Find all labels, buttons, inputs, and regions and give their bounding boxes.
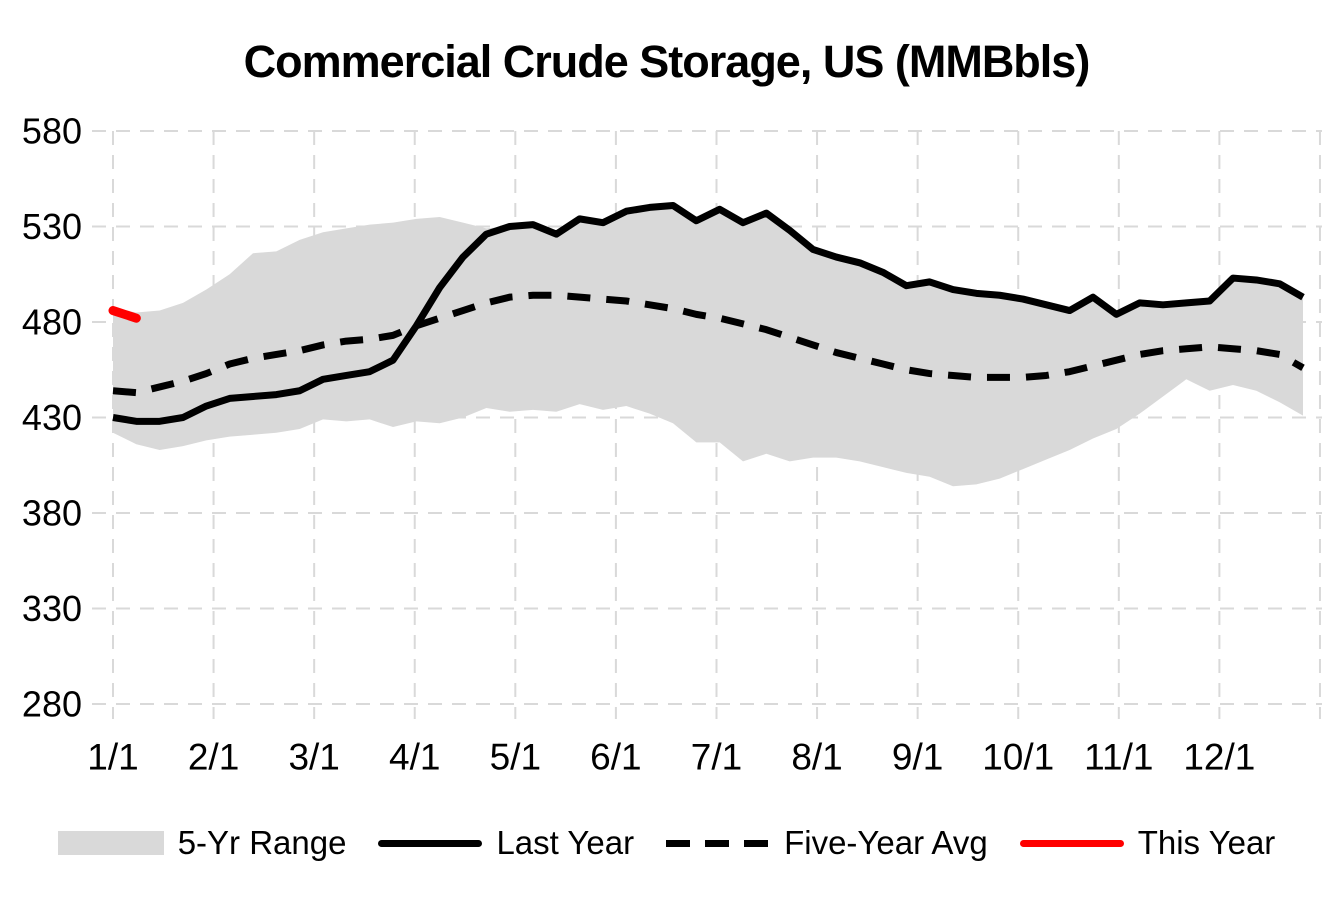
y-axis-label: 580 (22, 111, 82, 152)
x-axis-label: 6/1 (590, 737, 641, 778)
legend-item-5yr-range: 5-Yr Range (57, 824, 347, 862)
legend-item-five-year-avg: Five-Year Avg (666, 824, 988, 862)
x-axis-label: 1/1 (87, 737, 138, 778)
x-axis-label: 3/1 (288, 737, 339, 778)
five-year-avg-line (112, 291, 1305, 397)
legend-label-this-year: This Year (1137, 824, 1276, 861)
legend-item-last-year: Last Year (378, 824, 634, 862)
x-axis-label: 5/1 (490, 737, 541, 778)
last-year-line (112, 201, 1305, 425)
chart-legend: 5-Yr Range Last Year Five-Year Avg This … (0, 824, 1333, 862)
y-axis-label: 280 (22, 684, 82, 725)
x-axis-label: 12/1 (1183, 737, 1255, 778)
y-axis-label: 530 (22, 206, 82, 247)
y-axis-label: 380 (22, 493, 82, 534)
x-axis-label: 4/1 (389, 737, 440, 778)
y-axis-label: 480 (22, 302, 82, 343)
five-year-range-swatch (57, 831, 164, 855)
legend-label-last-year: Last Year (496, 824, 635, 861)
last-year-line-key (378, 839, 483, 847)
five-year-range-band (113, 205, 1303, 487)
legend-label-five-year-avg: Five-Year Avg (784, 824, 988, 861)
legend-item-this-year: This Year (1019, 824, 1276, 862)
x-axis-label: 8/1 (791, 737, 842, 778)
this-year-line-key (1019, 839, 1124, 847)
y-axis-label: 430 (22, 397, 82, 438)
chart-title: Commercial Crude Storage, US (MMBbls) (243, 36, 1091, 87)
five-year-avg-line-key (666, 839, 771, 847)
x-axis-label: 11/1 (1084, 737, 1153, 778)
x-axis-label: 10/1 (982, 737, 1054, 778)
x-axis-label: 2/1 (188, 737, 239, 778)
this-year-line (108, 306, 141, 323)
x-axis-label: 9/1 (892, 737, 943, 778)
x-axis-label: 7/1 (691, 737, 742, 778)
y-axis-label: 330 (22, 588, 82, 629)
legend-label-5yr-range: 5-Yr Range (177, 824, 347, 861)
